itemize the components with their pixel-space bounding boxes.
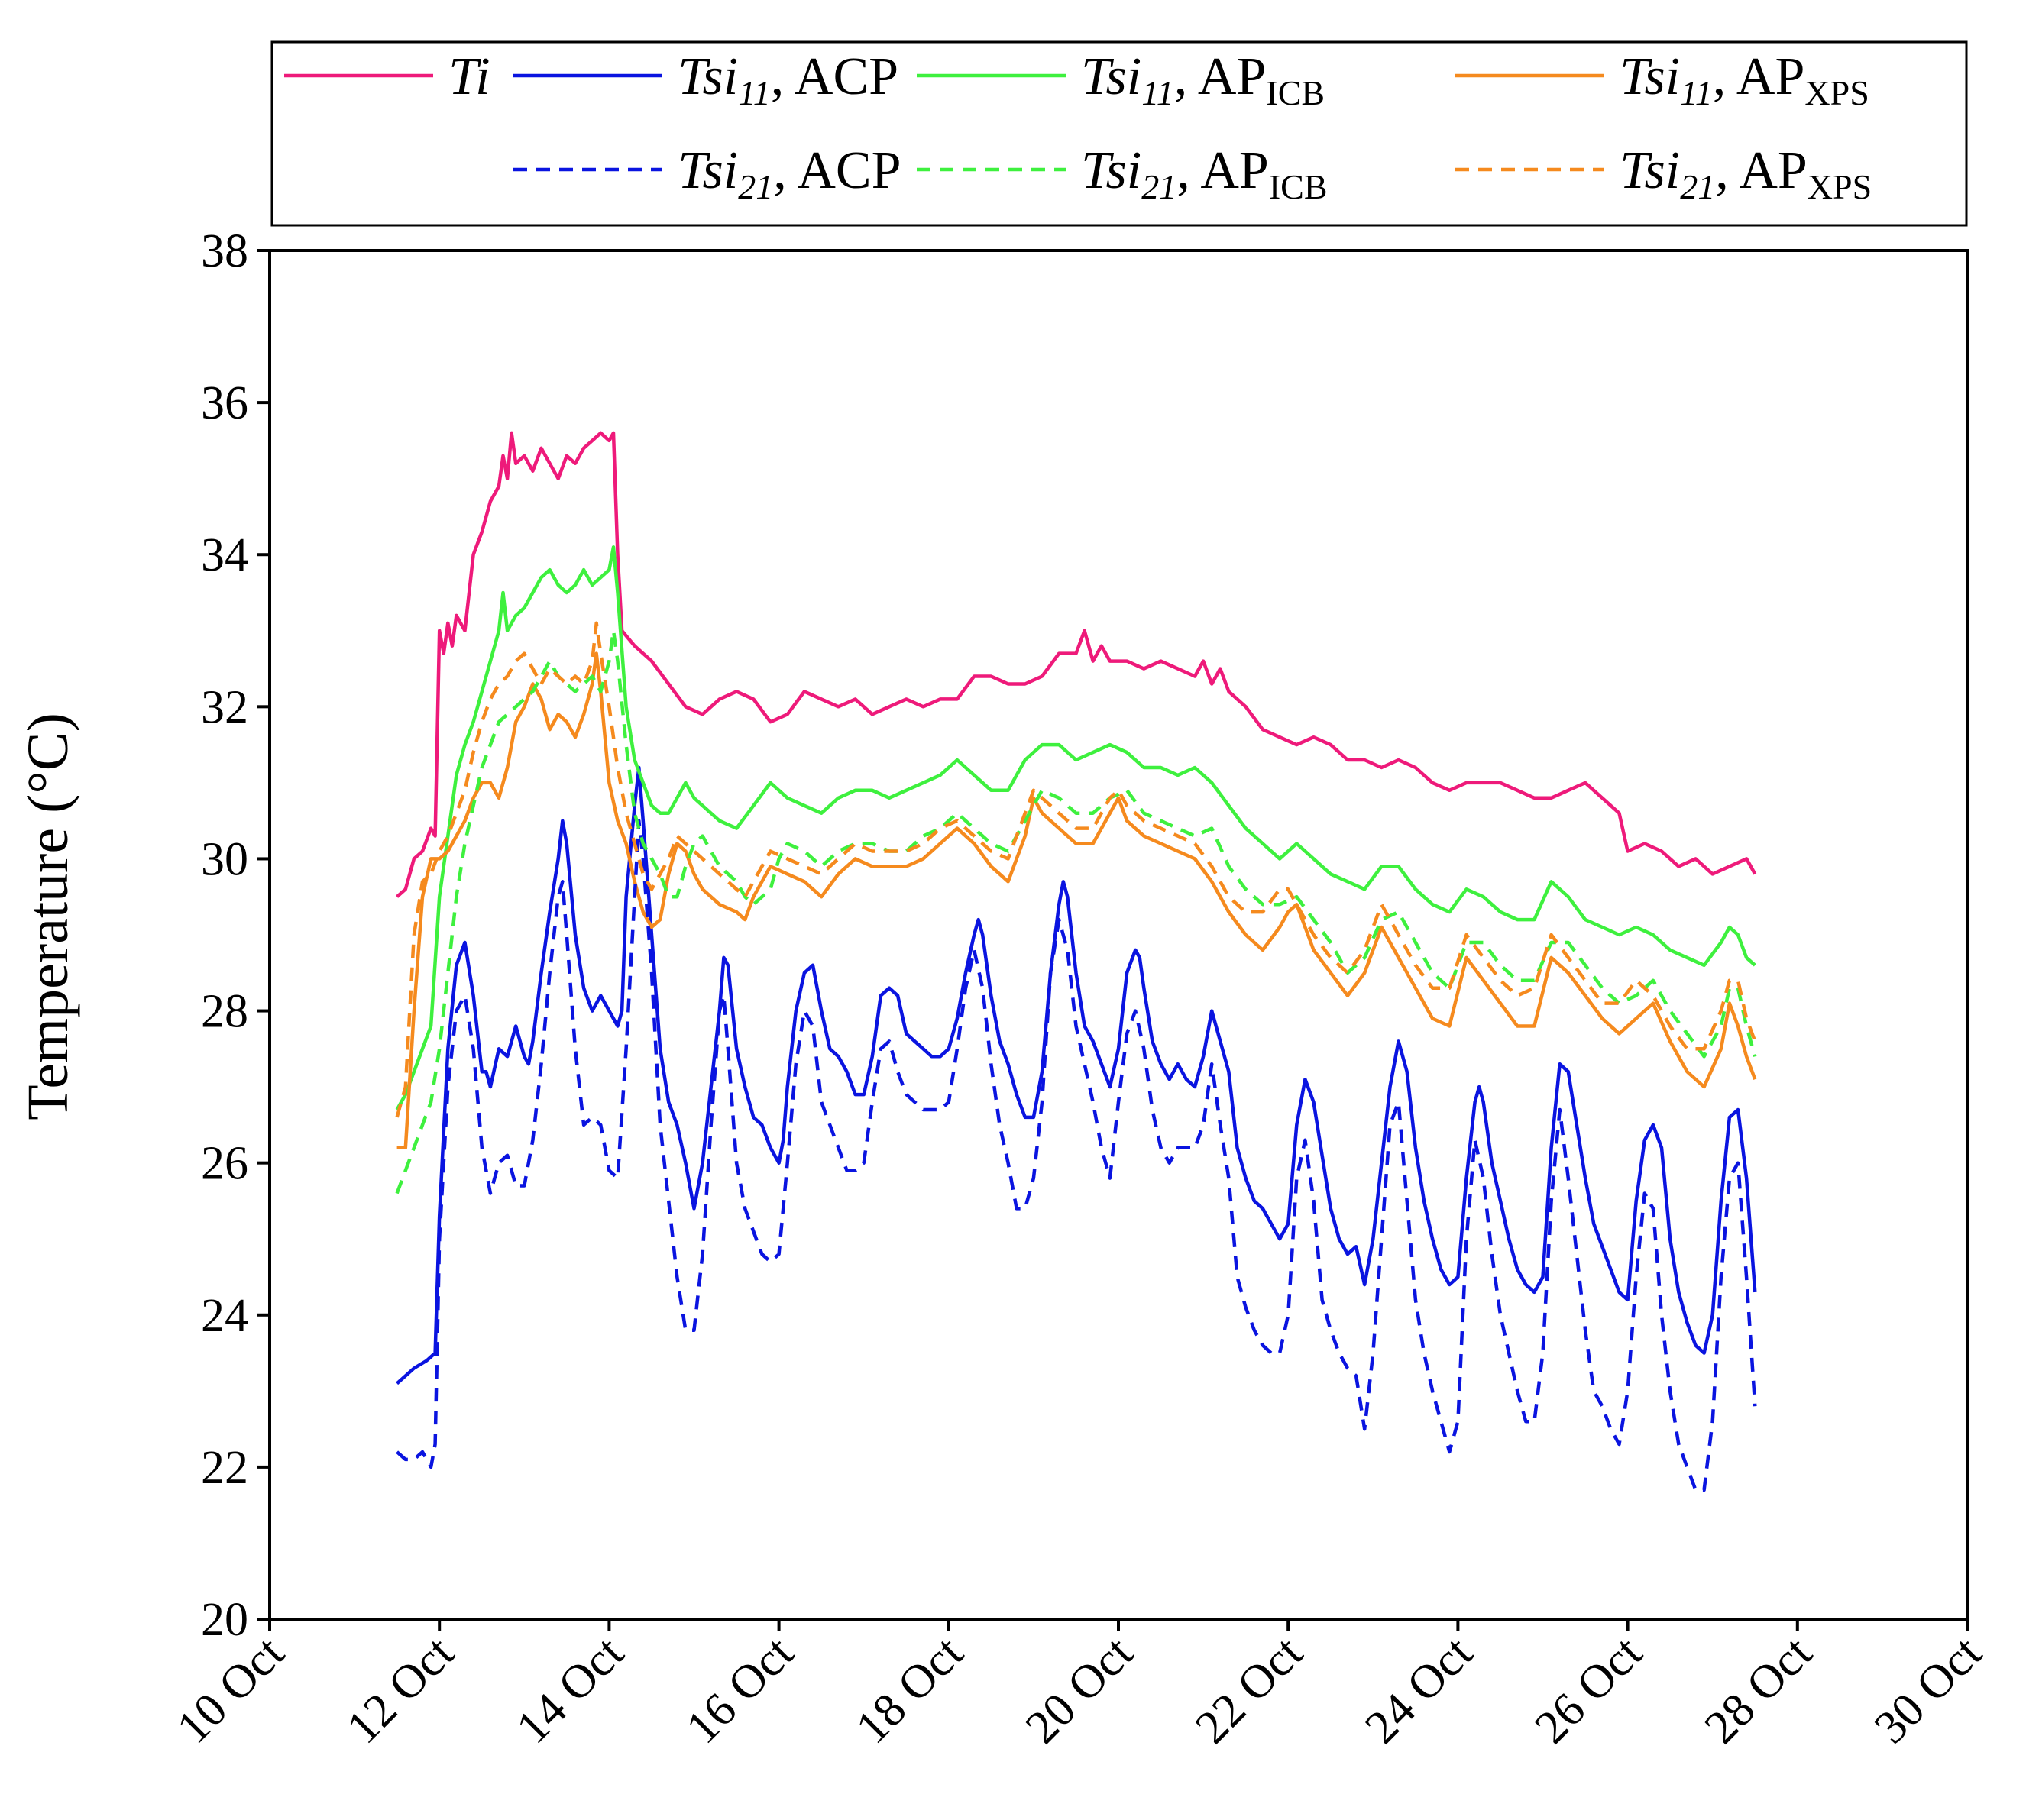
- legend-label: Ti: [448, 47, 490, 106]
- legend-label: Tsi11, ACP: [678, 47, 898, 112]
- legend-label: Tsi21, ACP: [678, 141, 901, 206]
- series-line-tsi11-icb: [395, 545, 1756, 1111]
- legend-label-ap-subscript: ICB: [1266, 73, 1325, 112]
- legend-label-main: Ti: [448, 47, 490, 106]
- y-tick-label: 22: [201, 1442, 248, 1494]
- legend-entry-tsi21-icb: Tsi21, APICB: [917, 141, 1328, 206]
- legend-label-subscript: 11: [1141, 73, 1174, 112]
- legend-label: Tsi21, APXPS: [1620, 141, 1872, 206]
- legend-label-main: Tsi: [678, 47, 738, 106]
- y-tick-label: 26: [201, 1138, 248, 1190]
- legend-label-subscript: 21: [738, 167, 773, 206]
- legend-label-main: Tsi: [1620, 141, 1680, 200]
- y-tick-label: 32: [201, 681, 248, 733]
- legend: Ti Tsi11, ACP Tsi11, APICB Tsi11, APXPSTsi2…: [270, 40, 1968, 227]
- legend-label-rest: , ACP: [773, 141, 901, 200]
- legend-items: Ti Tsi11, ACP Tsi11, APICB Tsi11, APXPSTsi2…: [284, 47, 1872, 206]
- legend-frame: [270, 40, 1968, 227]
- legend-label-subscript: 11: [1680, 73, 1713, 112]
- series-line-tsi21-icb: [395, 629, 1757, 1194]
- legend-entry-tsi11-acp: Tsi11, ACP: [513, 47, 898, 112]
- y-tick-label: 36: [201, 377, 248, 429]
- y-tick-label: 28: [201, 986, 248, 1038]
- y-axis: 20 22 24 26 28 30 32 34 36 38: [201, 225, 270, 1646]
- legend-label-main: Tsi: [678, 141, 738, 200]
- legend-label-main: Tsi: [1081, 47, 1141, 106]
- series-line-tsi11-xps: [396, 651, 1757, 1150]
- series-line-ti: [396, 431, 1757, 898]
- legend-entry-tsi21-xps: Tsi21, APXPS: [1455, 141, 1872, 206]
- legend-entry-tsi11-xps: Tsi11, APXPS: [1455, 47, 1869, 112]
- legend-label-subscript: 21: [1680, 167, 1715, 206]
- y-tick-label: 24: [201, 1290, 248, 1342]
- legend-entry-tsi21-acp: Tsi21, ACP: [513, 141, 901, 206]
- y-tick-label: 30: [201, 833, 248, 885]
- legend-label-ap-subscript: ICB: [1269, 167, 1328, 206]
- legend-label-rest: , AP: [1713, 47, 1805, 106]
- legend-label-ap-subscript: XPS: [1808, 167, 1872, 206]
- legend-label-rest: , AP: [1176, 141, 1269, 200]
- legend-label-main: Tsi: [1081, 141, 1141, 200]
- legend-label: Tsi11, APXPS: [1620, 47, 1869, 112]
- series-line-tsi21-xps: [395, 621, 1757, 1118]
- y-tick-label: 34: [201, 529, 248, 581]
- legend-label: Tsi21, APICB: [1081, 141, 1328, 206]
- legend-label: Tsi11, APICB: [1081, 47, 1325, 112]
- legend-label-rest: , ACP: [771, 47, 898, 106]
- legend-label-main: Tsi: [1620, 47, 1680, 106]
- y-tick-label: 20: [201, 1594, 248, 1646]
- y-axis-title: Temperature (°C): [16, 713, 80, 1120]
- legend-label-ap-subscript: XPS: [1804, 73, 1869, 112]
- legend-label-subscript: 11: [738, 73, 771, 112]
- series-layer: [395, 431, 1757, 1492]
- legend-label-subscript: 21: [1141, 167, 1176, 206]
- series-line-tsi21-acp: [396, 819, 1757, 1492]
- legend-label-rest: , AP: [1174, 47, 1267, 106]
- series-line-tsi11-acp: [396, 765, 1757, 1385]
- legend-entry-ti: Ti: [284, 47, 490, 106]
- legend-label-rest: , AP: [1715, 141, 1808, 200]
- y-tick-label: 38: [201, 225, 248, 277]
- legend-entry-tsi11-icb: Tsi11, APICB: [917, 47, 1325, 112]
